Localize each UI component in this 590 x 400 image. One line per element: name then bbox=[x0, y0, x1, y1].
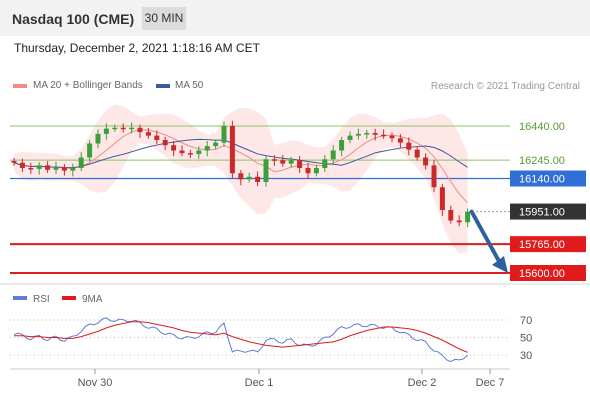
candle-body bbox=[120, 127, 126, 130]
candle-body bbox=[397, 138, 403, 143]
candle-body bbox=[330, 150, 336, 160]
candle-body bbox=[238, 173, 244, 180]
level-label-last-price: 15951.00 bbox=[519, 207, 565, 219]
candle-body bbox=[204, 146, 210, 151]
candle-body bbox=[221, 126, 227, 143]
rsi-ma-legend-label: 9MA bbox=[82, 294, 103, 305]
candle-body bbox=[255, 176, 261, 182]
candle-body bbox=[246, 176, 252, 180]
rsi-ma-legend-swatch bbox=[62, 296, 76, 300]
x-tick-label: Dec 7 bbox=[476, 377, 505, 389]
candle-body bbox=[179, 150, 185, 154]
candle-body bbox=[372, 133, 378, 135]
candle-body bbox=[103, 128, 109, 134]
candle-body bbox=[339, 140, 345, 151]
ma50-swatch bbox=[156, 84, 170, 88]
candle-body bbox=[11, 161, 17, 163]
candle-body bbox=[431, 165, 437, 188]
candle-body bbox=[162, 140, 168, 146]
candle-body bbox=[288, 160, 294, 164]
candle-body bbox=[87, 143, 93, 158]
timeframe-badge[interactable]: 30 MIN bbox=[142, 7, 186, 30]
candle-body bbox=[364, 133, 370, 135]
ma50-line bbox=[13, 138, 468, 169]
level-label-resistance: 16440.00 bbox=[519, 121, 565, 133]
candle-body bbox=[28, 168, 34, 170]
legend-ma50: MA 50 bbox=[175, 80, 204, 91]
chart-title: Nasdaq 100 (CME) bbox=[12, 11, 135, 27]
candle-body bbox=[322, 159, 328, 168]
credit-text: Research © 2021 Trading Central bbox=[430, 81, 580, 92]
rsi-legend-swatch bbox=[13, 296, 27, 300]
candle-body bbox=[53, 167, 59, 170]
rsi-legend-label: RSI bbox=[33, 294, 50, 305]
candle-body bbox=[112, 127, 118, 130]
candle-body bbox=[271, 159, 277, 161]
candle-body bbox=[61, 167, 67, 171]
candle-body bbox=[439, 187, 445, 210]
candle-body bbox=[45, 165, 51, 170]
ma20-swatch bbox=[13, 84, 27, 88]
x-tick-label: Dec 1 bbox=[245, 377, 274, 389]
candle-body bbox=[423, 157, 429, 166]
candle-body bbox=[187, 153, 193, 155]
candle-body bbox=[280, 160, 286, 164]
candle-body bbox=[196, 150, 202, 154]
level-label-resistance: 16245.00 bbox=[519, 155, 565, 167]
candle-body bbox=[78, 157, 84, 168]
x-tick-label: Nov 30 bbox=[78, 377, 113, 389]
candle-body bbox=[145, 132, 151, 136]
candle-body bbox=[456, 220, 462, 223]
header-bar: Nasdaq 100 (CME) 30 MIN bbox=[0, 0, 590, 36]
candle-body bbox=[448, 210, 454, 221]
rsi-tick-label: 50 bbox=[520, 333, 532, 345]
candle-body bbox=[70, 168, 76, 171]
candle-body bbox=[137, 127, 143, 133]
level-label-support: 15765.00 bbox=[519, 239, 565, 251]
projection-arrow-head bbox=[492, 256, 508, 273]
candle-body bbox=[406, 142, 412, 150]
candle-body bbox=[389, 135, 395, 139]
candle-body bbox=[154, 135, 160, 140]
candle-body bbox=[129, 127, 135, 130]
level-label-bg-support bbox=[510, 236, 586, 253]
level-label-bg-pivot bbox=[510, 170, 586, 187]
rsi-tick-label: 70 bbox=[520, 315, 532, 327]
projection-arrow-shaft bbox=[469, 209, 502, 265]
candle-body bbox=[465, 211, 471, 223]
candle-body bbox=[213, 142, 219, 147]
level-label-bg-support bbox=[510, 265, 586, 281]
rsi-ma-line bbox=[14, 321, 468, 353]
candle-body bbox=[36, 165, 42, 169]
level-label-bg-last-price bbox=[510, 203, 586, 220]
x-tick-label: Dec 2 bbox=[408, 377, 437, 389]
candle-body bbox=[414, 149, 420, 158]
legend-ma20: MA 20 + Bollinger Bands bbox=[33, 80, 143, 91]
timestamp: Thursday, December 2, 2021 1:18:16 AM CE… bbox=[14, 41, 260, 55]
candle-body bbox=[171, 145, 177, 151]
level-label-pivot: 16140.00 bbox=[519, 174, 565, 186]
candle-body bbox=[313, 168, 319, 174]
candle-body bbox=[347, 135, 353, 140]
candle-body bbox=[19, 162, 25, 168]
rsi-tick-label: 30 bbox=[520, 350, 532, 362]
candle-body bbox=[95, 133, 101, 144]
level-label-support: 15600.00 bbox=[519, 268, 565, 280]
candle-body bbox=[297, 160, 303, 168]
candle-body bbox=[305, 168, 311, 174]
candle-body bbox=[263, 159, 269, 182]
candle-body bbox=[355, 133, 361, 136]
candle-body bbox=[229, 126, 235, 174]
candle-body bbox=[381, 134, 387, 137]
